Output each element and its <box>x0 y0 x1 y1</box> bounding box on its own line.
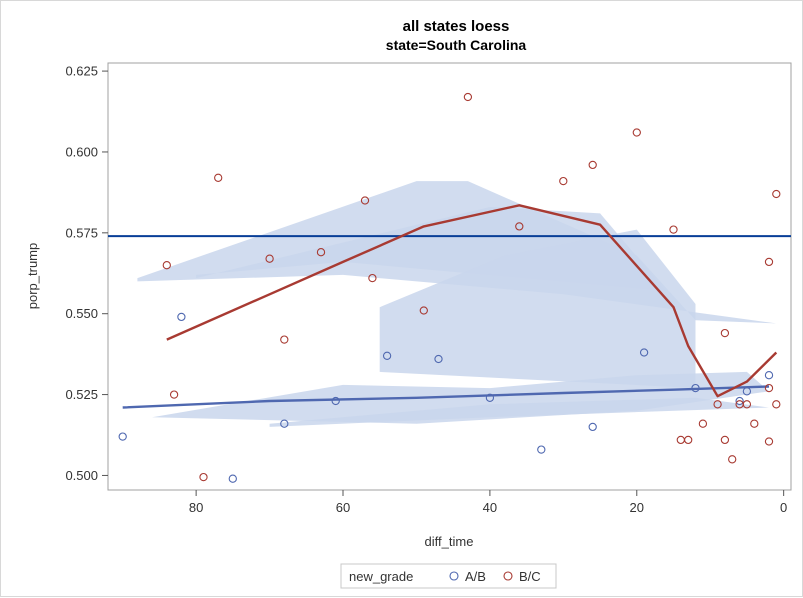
point-bc <box>669 225 678 234</box>
point-bc <box>419 306 428 315</box>
point-bc <box>199 472 208 482</box>
legend-marker-ab <box>449 571 459 581</box>
y-tick-label: 0.525 <box>65 387 98 402</box>
point-bc <box>728 455 737 464</box>
legend-marker-bc <box>503 571 513 581</box>
point-ab <box>177 312 186 322</box>
loess-line-bc <box>166 204 778 398</box>
chart-subtitle: state=South Carolina <box>386 37 527 53</box>
loess-line-ab <box>122 385 770 409</box>
point-bc <box>588 160 597 170</box>
point-bc <box>742 400 752 409</box>
point-bc <box>632 128 641 137</box>
point-bc <box>772 400 781 409</box>
point-bc <box>772 189 781 199</box>
loess-lines <box>122 204 778 409</box>
x-tick-label: 20 <box>630 500 644 515</box>
point-bc <box>368 273 377 283</box>
point-ab <box>485 393 495 402</box>
point-ab <box>639 348 649 357</box>
y-tick-label: 0.550 <box>65 306 98 321</box>
point-bc <box>360 196 370 205</box>
point-ab <box>434 354 443 364</box>
point-ab <box>691 383 700 393</box>
x-tick-label: 80 <box>189 500 203 515</box>
y-axis-label: porp_trump <box>25 243 40 309</box>
x-axis: 80 60 40 20 0 <box>189 490 787 515</box>
point-bc <box>214 173 223 182</box>
point-bc <box>750 419 759 428</box>
point-ab <box>280 419 289 428</box>
point-ab <box>735 396 744 406</box>
x-axis-label: diff_time <box>425 534 474 549</box>
point-bc <box>463 92 473 102</box>
point-ab <box>764 371 774 380</box>
point-bc <box>559 176 568 186</box>
point-bc <box>162 261 171 270</box>
point-ab <box>382 351 392 360</box>
y-tick-label: 0.500 <box>65 468 98 483</box>
point-bc <box>720 435 730 445</box>
point-bc <box>515 222 524 231</box>
point-ab <box>537 445 546 454</box>
point-ab <box>228 474 237 483</box>
legend-box <box>340 563 557 589</box>
confidence-band <box>269 397 769 427</box>
point-bc <box>684 435 693 445</box>
point-bc <box>280 335 289 344</box>
x-tick-label: 0 <box>780 500 787 515</box>
y-tick-label: 0.625 <box>65 64 98 79</box>
y-tick-label: 0.575 <box>65 225 98 240</box>
x-tick-label: 40 <box>483 500 497 515</box>
legend-entry-ab: A/B <box>465 569 486 584</box>
point-bc <box>265 254 274 263</box>
point-bc <box>316 248 326 257</box>
scatter-points <box>118 92 781 483</box>
y-axis: 0.500 0.525 0.550 0.575 0.600 0.625 <box>65 64 108 483</box>
legend: new_grade A/B B/C <box>340 563 557 589</box>
point-bc <box>713 400 722 409</box>
y-tick-label: 0.600 <box>65 144 98 159</box>
legend-title: new_grade <box>349 569 413 584</box>
chart-title: all states loess <box>403 18 510 35</box>
point-bc <box>764 383 774 393</box>
point-bc <box>169 390 179 399</box>
point-ab <box>588 422 597 432</box>
confidence-bands <box>137 181 777 427</box>
point-bc <box>764 437 774 446</box>
x-tick-label: 60 <box>336 500 350 515</box>
legend-entry-bc: B/C <box>519 569 541 584</box>
confidence-band <box>379 229 696 389</box>
point-bc <box>720 328 730 338</box>
point-ab <box>331 396 340 406</box>
point-ab <box>742 387 752 396</box>
point-ab <box>118 432 127 441</box>
point-bc <box>764 257 774 267</box>
point-bc <box>698 419 708 428</box>
